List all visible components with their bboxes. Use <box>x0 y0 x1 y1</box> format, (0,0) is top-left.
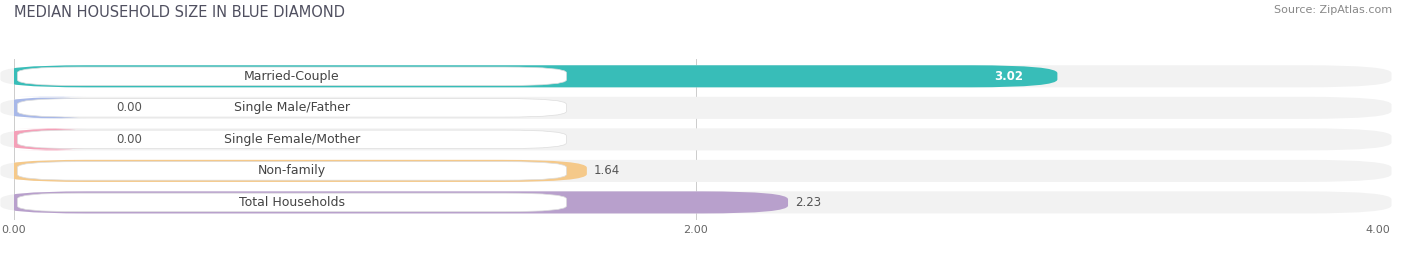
Text: MEDIAN HOUSEHOLD SIZE IN BLUE DIAMOND: MEDIAN HOUSEHOLD SIZE IN BLUE DIAMOND <box>14 5 344 20</box>
FancyBboxPatch shape <box>0 191 1392 213</box>
Text: Non-family: Non-family <box>257 164 326 177</box>
FancyBboxPatch shape <box>0 160 586 182</box>
FancyBboxPatch shape <box>0 65 1392 87</box>
Text: 0.00: 0.00 <box>117 133 142 146</box>
FancyBboxPatch shape <box>17 193 567 212</box>
Text: 1.64: 1.64 <box>593 164 620 177</box>
FancyBboxPatch shape <box>17 67 567 85</box>
Text: 2.23: 2.23 <box>794 196 821 209</box>
Text: Source: ZipAtlas.com: Source: ZipAtlas.com <box>1274 5 1392 15</box>
FancyBboxPatch shape <box>0 191 787 213</box>
Text: Married-Couple: Married-Couple <box>245 70 340 83</box>
Text: 3.02: 3.02 <box>994 70 1024 83</box>
Text: Single Female/Mother: Single Female/Mother <box>224 133 360 146</box>
FancyBboxPatch shape <box>0 97 103 119</box>
FancyBboxPatch shape <box>0 160 1392 182</box>
Text: Single Male/Father: Single Male/Father <box>233 101 350 114</box>
FancyBboxPatch shape <box>17 99 567 117</box>
FancyBboxPatch shape <box>17 162 567 180</box>
FancyBboxPatch shape <box>0 97 1392 119</box>
FancyBboxPatch shape <box>0 65 1057 87</box>
Text: 0.00: 0.00 <box>117 101 142 114</box>
Text: Total Households: Total Households <box>239 196 344 209</box>
FancyBboxPatch shape <box>0 128 1392 150</box>
FancyBboxPatch shape <box>17 130 567 149</box>
FancyBboxPatch shape <box>0 128 103 150</box>
